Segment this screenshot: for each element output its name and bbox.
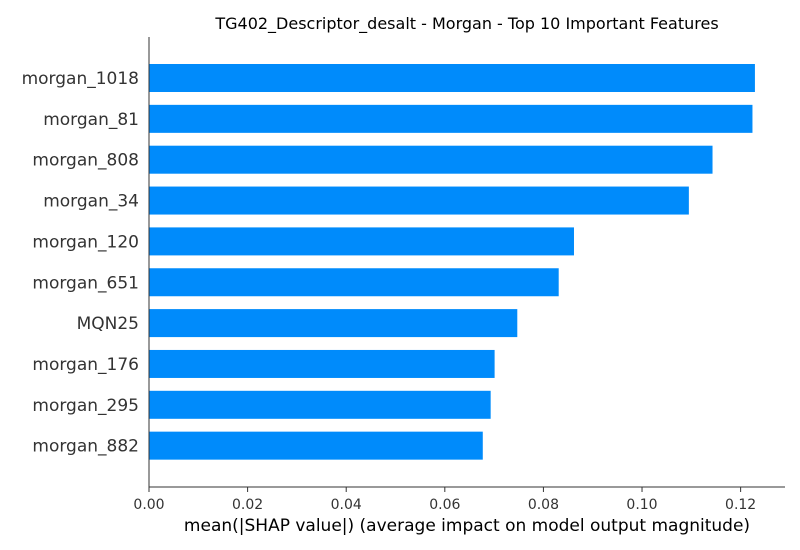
x-tick-label: 0.02 xyxy=(232,497,263,513)
x-tick-label: 0.06 xyxy=(429,497,460,513)
bar-morgan-81 xyxy=(149,104,753,133)
y-tick-label: morgan_651 xyxy=(32,273,139,293)
bar-morgan-176 xyxy=(149,349,495,378)
y-tick-label: MQN25 xyxy=(77,314,139,334)
y-tick-label: morgan_176 xyxy=(32,355,139,375)
y-tick-label: morgan_81 xyxy=(43,110,139,130)
bar-morgan-882 xyxy=(149,431,483,460)
bars-group xyxy=(149,64,755,460)
bar-morgan-295 xyxy=(149,390,491,419)
x-axis-label: mean(|SHAP value|) (average impact on mo… xyxy=(184,516,750,536)
bar-morgan-1018 xyxy=(149,64,755,92)
x-tick-label: 0.04 xyxy=(331,497,362,513)
y-tick-labels: morgan_1018 morgan_81 morgan_808 morgan_34m… xyxy=(22,69,139,457)
bar-morgan-651 xyxy=(149,268,559,297)
y-tick-label: morgan_34 xyxy=(43,192,139,212)
y-tick-label: morgan_1018 xyxy=(22,69,139,89)
x-ticks: 0.00 0.02 0.04 0.06 0.08 0.10 0.12 xyxy=(133,487,756,513)
y-tick-label: morgan_808 xyxy=(32,151,139,171)
bar-morgan-120 xyxy=(149,227,574,256)
bar-morgan-34 xyxy=(149,186,689,215)
x-tick-label: 0.12 xyxy=(725,497,756,513)
y-tick-label: morgan_120 xyxy=(32,232,139,252)
bar-mqn25 xyxy=(149,309,518,338)
y-tick-label: morgan_882 xyxy=(32,437,139,457)
bar-morgan-808 xyxy=(149,145,713,174)
y-tick-label: morgan_295 xyxy=(32,396,139,416)
chart-title: TG402_Descriptor_desalt - Morgan - Top 1… xyxy=(214,14,718,34)
x-tick-label: 0.00 xyxy=(133,497,164,513)
x-tick-label: 0.08 xyxy=(528,497,559,513)
x-tick-label: 0.10 xyxy=(626,497,657,513)
